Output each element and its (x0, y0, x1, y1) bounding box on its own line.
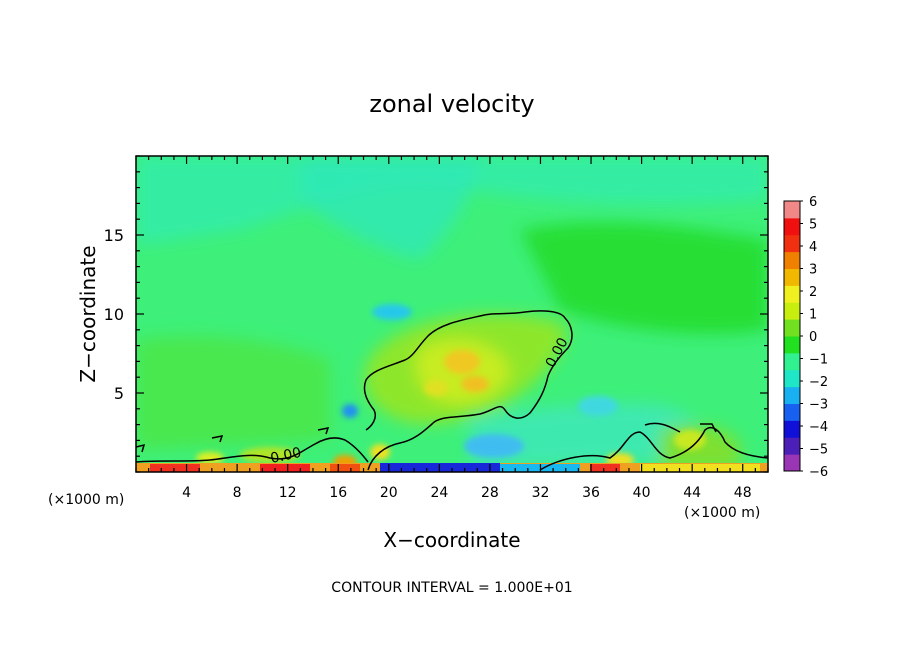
x-tick-label: 8 (233, 485, 242, 501)
colorbar-label: −4 (809, 420, 828, 435)
colorbar-swatch (784, 234, 800, 253)
x-unit-left: (×1000 m) (48, 492, 124, 508)
colorbar (783, 200, 801, 472)
x-tick-label: 28 (481, 485, 499, 501)
x-tick-label: 20 (380, 485, 398, 501)
colorbar-swatch (784, 437, 800, 455)
colorbar-label: 2 (809, 285, 817, 300)
x-axis-tick-labels: 4 8 12 16 20 24 28 32 36 40 44 48 (182, 485, 752, 501)
y-tick-label: 15 (104, 226, 124, 245)
colorbar-swatch (784, 352, 800, 371)
colorbar-label: −1 (809, 353, 828, 368)
x-tick-label: 4 (182, 485, 191, 501)
x-axis-ticks (135, 156, 769, 472)
heatmap-field (136, 156, 768, 472)
colorbar-swatch (784, 454, 800, 472)
y-axis-tick-labels: 5 10 15 (104, 226, 124, 403)
chart-title: zonal velocity (369, 90, 534, 118)
y-tick-label: 5 (114, 384, 124, 403)
x-unit-right: (×1000 m) (684, 505, 760, 521)
colorbar-swatch (784, 369, 800, 388)
colorbar-label: 5 (809, 218, 817, 233)
colorbar-label: −3 (809, 398, 828, 413)
colorbar-label: −5 (809, 443, 828, 458)
colorbar-label: 4 (809, 240, 817, 255)
contour-interval-note: CONTOUR INTERVAL = 1.000E+01 (331, 580, 572, 596)
zero-contour (136, 310, 768, 471)
colorbar-label: 6 (809, 195, 817, 210)
colorbar-swatch (784, 201, 800, 219)
x-tick-label: 48 (734, 485, 752, 501)
colorbar-labels: 6 5 4 3 2 1 0 −1 −2 −3 −4 −5 −6 (800, 195, 828, 480)
y-tick-label: 10 (104, 305, 124, 324)
colorbar-label: 3 (809, 263, 817, 278)
x-tick-label: 16 (329, 485, 347, 501)
colorbar-swatch (784, 336, 800, 354)
contour-label: 0.00 (269, 445, 303, 467)
colorbar-swatch (784, 420, 800, 438)
colorbar-swatch (784, 403, 800, 421)
x-tick-label: 32 (532, 485, 550, 501)
colorbar-swatch (784, 319, 800, 337)
colorbar-swatch (784, 386, 800, 404)
y-axis-label: Z−coordinate (76, 245, 100, 382)
colorbar-label: 1 (809, 308, 817, 323)
colorbar-swatch (784, 268, 800, 286)
colorbar-swatch (784, 302, 800, 320)
x-tick-label: 36 (582, 485, 600, 501)
colorbar-label: 0 (809, 330, 817, 345)
x-tick-label: 12 (279, 485, 297, 501)
x-axis-label: X−coordinate (383, 528, 520, 552)
colorbar-swatch (784, 251, 800, 269)
colorbar-swatch (784, 217, 800, 236)
colorbar-label: −2 (809, 375, 828, 390)
x-tick-label: 40 (633, 485, 651, 501)
x-tick-label: 24 (430, 485, 448, 501)
x-tick-label: 44 (683, 485, 701, 501)
colorbar-swatch (784, 285, 800, 303)
y-axis-ticks (136, 155, 768, 473)
colorbar-label: −6 (809, 465, 828, 480)
